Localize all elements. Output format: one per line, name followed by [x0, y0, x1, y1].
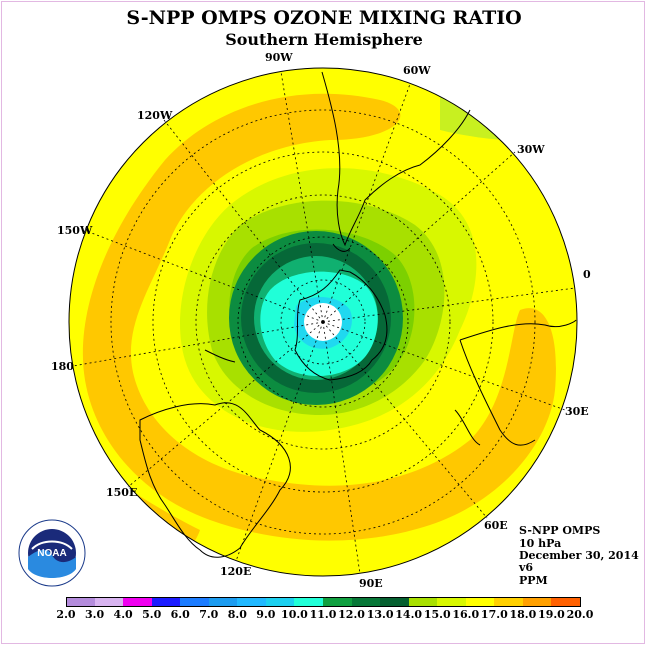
madagascar: [454, 409, 481, 446]
new-zealand: [204, 349, 236, 363]
colorbar-tick-label: 12.0: [338, 608, 365, 621]
info-instrument: S-NPP OMPS: [519, 524, 601, 537]
south-pole-marker: [321, 320, 325, 324]
colorbar-tick-label: 10.0: [281, 608, 308, 621]
colorbar-tick-label: 3.0: [84, 608, 105, 621]
map-border: [68, 67, 578, 577]
lon-label-150e: 150E: [106, 486, 138, 499]
lon-label-180: 180: [51, 360, 74, 373]
lon-label-60w: 60W: [403, 64, 431, 77]
colorbar: [66, 597, 581, 607]
info-version: v6: [519, 561, 534, 574]
antarctica-coast: [294, 269, 388, 381]
africa-coast-b: [459, 339, 536, 446]
map-title: S-NPP OMPS OZONE MIXING RATIO: [126, 7, 522, 29]
colorbar-tick-label: 15.0: [423, 608, 451, 621]
coastlines: [139, 71, 577, 558]
meridians: [72, 71, 576, 575]
info-units: PPM: [519, 574, 548, 587]
colorbar-tick-label: 8.0: [227, 608, 247, 621]
colorbar-tick-label: 2.0: [56, 608, 76, 621]
colorbar-tick-label: 20.0: [566, 608, 594, 621]
lon-label-120e: 120E: [220, 565, 252, 578]
lon-label-150w: 150W: [57, 224, 93, 237]
ozone-field: [69, 68, 577, 576]
lon-label-90w: 90W: [265, 51, 293, 64]
lon-label-90e: 90E: [359, 577, 383, 590]
tierra-del-fuego: [332, 243, 351, 252]
colorbar-tick-label: 19.0: [538, 608, 565, 621]
colorbar-tick-label: 4.0: [113, 608, 133, 621]
colorbar-tick-label: 14.0: [395, 608, 423, 621]
lon-label-120w: 120W: [137, 109, 173, 122]
colorbar-tick-label: 9.0: [256, 608, 276, 621]
lon-label-30e: 30E: [565, 405, 589, 418]
colorbar-tick-label: 18.0: [509, 608, 537, 621]
lon-label-0: 0: [583, 268, 591, 281]
logo-text: NOAA: [37, 548, 66, 559]
noaa-logo-icon: NOAA: [18, 519, 86, 587]
map-subtitle: Southern Hemisphere: [225, 30, 423, 49]
info-date: December 30, 2014: [519, 549, 639, 562]
colorbar-tick-label: 5.0: [142, 608, 162, 621]
latitude-circles: [110, 109, 536, 535]
colorbar-tick-label: 11.0: [309, 608, 337, 621]
colorbar-tick-label: 13.0: [366, 608, 394, 621]
australia-coast: [139, 402, 291, 558]
lon-label-60e: 60E: [484, 519, 508, 532]
africa-coast-a: [459, 319, 577, 341]
colorbar-tick-label: 16.0: [452, 608, 480, 621]
info-level: 10 hPa: [519, 537, 562, 550]
colorbar-tick-label: 6.0: [170, 608, 190, 621]
colorbar-tick-label: 17.0: [480, 608, 508, 621]
colorbar-border: [66, 597, 581, 607]
south-america-coast: [321, 71, 471, 247]
lon-label-30w: 30W: [517, 143, 545, 156]
colorbar-tick-label: 7.0: [199, 608, 219, 621]
